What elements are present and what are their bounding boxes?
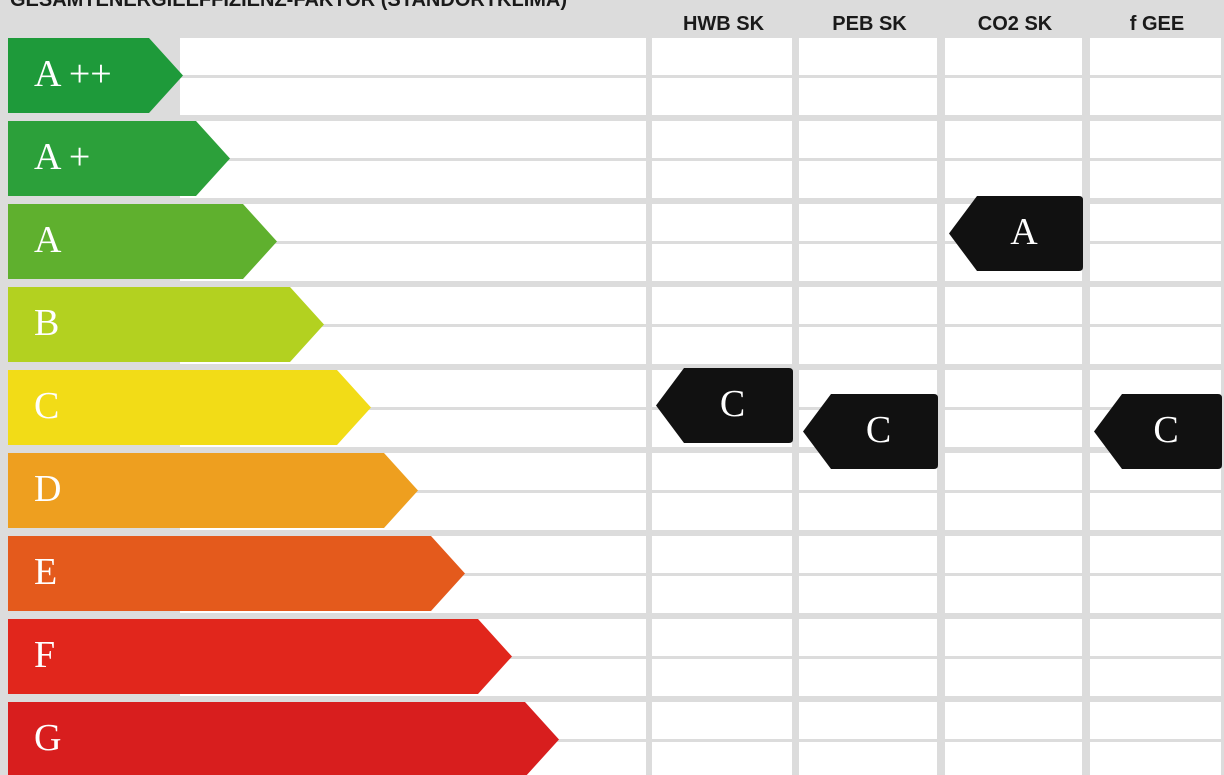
class-arrow (8, 204, 277, 279)
grid-cell (652, 659, 792, 696)
grid-cell (652, 244, 792, 281)
grid-cell (945, 453, 1082, 490)
grid-cell (1090, 78, 1221, 115)
grid-cell (652, 453, 792, 490)
grid-cell (799, 576, 937, 613)
grid-cell (799, 742, 937, 775)
grid-cell (1090, 702, 1221, 739)
grid-cell (1090, 619, 1221, 656)
grid-cell (799, 287, 937, 324)
class-arrow (8, 453, 418, 528)
class-arrow (8, 536, 465, 611)
grid-cell (799, 659, 937, 696)
grid-cell (652, 576, 792, 613)
rating-arrow (656, 368, 793, 443)
grid-cell (945, 536, 1082, 573)
grid-cell (1090, 327, 1221, 364)
rating-label: C (866, 409, 891, 451)
grid-cell (799, 327, 937, 364)
grid-cell (1090, 38, 1221, 75)
class-label: A + (34, 136, 90, 178)
class-label: F (34, 634, 55, 676)
grid-cell (1090, 204, 1221, 241)
grid-cell (1090, 536, 1221, 573)
class-arrow (8, 38, 183, 113)
column-header: PEB SK (832, 13, 907, 35)
grid-cell (652, 536, 792, 573)
grid-cell (799, 244, 937, 281)
grid-cell (945, 702, 1082, 739)
rating-label: C (720, 383, 745, 425)
grid-cell (945, 161, 1082, 198)
column-header: HWB SK (683, 13, 765, 35)
grid-cell (1090, 742, 1221, 775)
grid-cell (799, 121, 937, 158)
grid-cell (1090, 576, 1221, 613)
grid-cell (945, 619, 1082, 656)
class-label: A (34, 219, 62, 261)
column-header: CO2 SK (978, 13, 1053, 35)
class-arrow (8, 702, 559, 775)
grid-cell (799, 702, 937, 739)
grid-cell (799, 619, 937, 656)
class-label: E (34, 551, 57, 593)
grid-cell (1090, 287, 1221, 324)
grid-cell (652, 78, 792, 115)
grid-cell (1090, 244, 1221, 281)
grid-cell (945, 493, 1082, 530)
grid-cell (652, 327, 792, 364)
class-label: C (34, 385, 59, 427)
scale-cell (180, 121, 646, 158)
grid-cell (945, 659, 1082, 696)
grid-cell (1090, 161, 1221, 198)
grid-cell (799, 536, 937, 573)
grid-cell (652, 287, 792, 324)
title: GESAMTENERGIEEFFIZIENZ-FAKTOR (STANDORTK… (10, 0, 567, 11)
grid-cell (1090, 121, 1221, 158)
scale-cell (180, 161, 646, 198)
grid-cell (652, 702, 792, 739)
grid-cell (652, 38, 792, 75)
grid-cell (945, 327, 1082, 364)
grid-cell (652, 204, 792, 241)
class-label: B (34, 302, 59, 344)
grid-cell (799, 493, 937, 530)
rating-label: A (1010, 211, 1038, 253)
class-arrow (8, 121, 230, 196)
class-label: G (34, 717, 61, 759)
grid-cell (1090, 659, 1221, 696)
grid-cell (652, 121, 792, 158)
grid-cell (652, 742, 792, 775)
grid-cell (945, 370, 1082, 407)
class-arrow (8, 619, 512, 694)
class-label: A ++ (34, 53, 112, 95)
rating-arrow (949, 196, 1083, 271)
grid-cell (945, 121, 1082, 158)
scale-cell (180, 38, 646, 75)
grid-cell (945, 742, 1082, 775)
grid-cell (945, 410, 1082, 447)
scale-cell (180, 78, 646, 115)
grid-cell (799, 161, 937, 198)
grid-cell (652, 619, 792, 656)
class-arrow (8, 287, 324, 362)
grid-cell (799, 38, 937, 75)
grid-cell (799, 78, 937, 115)
grid-cell (1090, 493, 1221, 530)
rating-label: C (1153, 409, 1178, 451)
column-header: f GEE (1130, 13, 1184, 35)
grid-cell (945, 576, 1082, 613)
rating-arrow (1094, 394, 1222, 469)
rating-arrow (803, 394, 938, 469)
class-arrow (8, 370, 371, 445)
grid-cell (945, 78, 1082, 115)
grid-cell (945, 38, 1082, 75)
grid-cell (945, 287, 1082, 324)
grid-cell (652, 161, 792, 198)
grid-cell (799, 204, 937, 241)
class-label: D (34, 468, 61, 510)
grid-cell (652, 493, 792, 530)
